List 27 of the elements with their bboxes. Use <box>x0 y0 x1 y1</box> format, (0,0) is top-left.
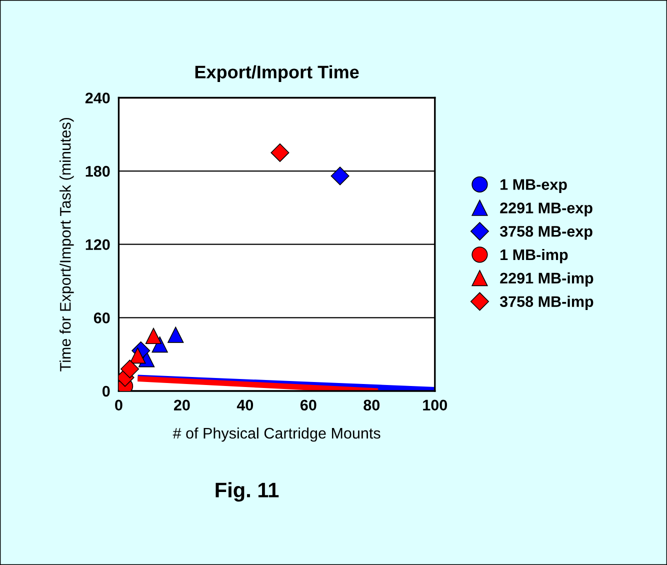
x-tick-label: 40 <box>236 400 254 411</box>
y-axis-title: Time for Export/Import Task (minutes) <box>60 118 74 372</box>
y-tick-label: 240 <box>85 92 110 104</box>
point <box>130 347 146 364</box>
point <box>120 360 140 378</box>
chart-title: Export/Import Time <box>195 65 359 82</box>
y-tick-label: 0 <box>102 386 110 397</box>
legend-label: 2291 MB-imp <box>500 272 594 287</box>
x-axis-title: # of Physical Cartridge Mounts <box>172 427 380 442</box>
caption: Fig. 11 <box>216 482 279 502</box>
legend-label: 1 MB-exp <box>500 179 567 193</box>
point <box>330 166 350 186</box>
legend-label: 3758 MB-imp <box>500 296 594 310</box>
legend-label: 1 MB-imp <box>500 248 568 264</box>
x-tick-label: 60 <box>300 400 316 411</box>
x-tick-label: 80 <box>364 400 380 411</box>
point <box>270 143 290 162</box>
x-tick-label: 0 <box>115 400 122 411</box>
legend-label: 3758 MB-exp <box>500 226 592 240</box>
x-tick-label: 100 <box>423 400 448 411</box>
point <box>168 326 184 343</box>
y-tick-label: 120 <box>86 239 110 250</box>
y-tick-label: 60 <box>94 312 110 324</box>
y-tick-label: 180 <box>86 166 110 177</box>
point <box>145 328 162 344</box>
x-tick-label: 20 <box>174 400 190 411</box>
legend-label: 2291 MB-exp <box>500 202 592 216</box>
